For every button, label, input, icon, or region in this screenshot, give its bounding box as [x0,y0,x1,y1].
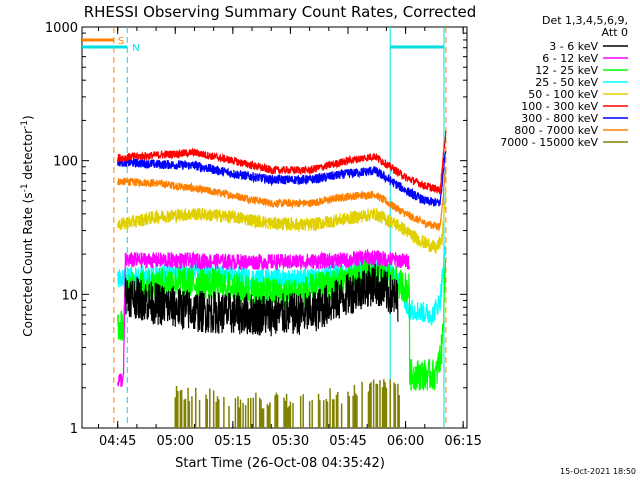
series-25-50-kev [117,245,447,326]
y-tick-label: 100 [53,155,78,170]
y-axis-label-sup1: -1 [20,183,30,192]
y-tick-label: 1 [70,422,78,437]
legend-label: 800 - 7000 keV [514,124,598,137]
legend-label: 3 - 6 keV [549,40,598,53]
series-800-7000-kev [117,166,447,231]
series-12-25-kev [117,255,447,391]
timestamp: 15-Oct-2021 18:50 [560,467,636,476]
plot-area: 1 10 100 1000 04:45 05:00 05:15 05:30 05:45 06:00… [45,21,482,449]
y-axis-label-sup2: -1 [20,120,30,129]
legend-label: 300 - 800 keV [521,112,598,125]
legend-title: Det 1,3,4,5,6,9, [542,14,628,27]
x-tick-label: 04:45 [99,434,136,449]
y-axis-label-main: Corrected Count Rate (s [21,192,35,336]
legend-label: 50 - 100 keV [528,88,598,101]
x-tick-label: 05:45 [329,434,366,449]
night-label: N [132,43,139,54]
chart-title: RHESSI Observing Summary Count Rates, Co… [84,3,477,21]
y-tick-label: 1000 [45,21,78,36]
series-3-6-kev [124,264,399,337]
legend-label: 100 - 300 keV [521,100,598,113]
legend-label: 7000 - 15000 keV [500,136,598,149]
y-axis-label-end: ) [21,115,35,120]
series-6-12-kev [117,249,410,388]
legend-label: 6 - 12 keV [542,52,598,65]
x-tick-label: 06:00 [387,434,424,449]
x-axis-label: Start Time (26-Oct-08 04:35:42) [175,456,385,471]
series-300-800-kev [117,151,447,207]
x-tick-label: 06:15 [444,434,481,449]
series-50-100-kev [117,186,447,255]
x-tick-label: 05:30 [272,434,309,449]
saa-label: S [118,36,124,47]
series-7000-15000-kev [174,379,400,428]
y-axis-label-mid: detector [21,129,35,184]
y-tick-label: 10 [61,288,78,303]
legend-label: 25 - 50 keV [535,76,598,89]
x-tick-label: 05:15 [214,434,251,449]
series-100-300-kev [117,130,447,195]
y-axis-label: Corrected Count Rate (s-1 detector-1) [20,115,35,336]
x-tick-label: 05:00 [157,434,194,449]
legend-subtitle: Att 0 [602,26,628,39]
legend-label: 12 - 25 keV [535,64,598,77]
